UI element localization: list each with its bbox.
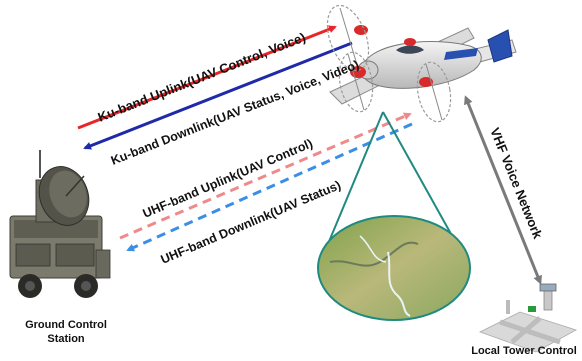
local-tower-control-label: Local Tower Control bbox=[471, 345, 577, 357]
camera-footprint-terrain bbox=[317, 111, 471, 321]
control-tower-icon bbox=[478, 283, 578, 353]
vhf-network-arrow bbox=[464, 95, 542, 285]
ground-control-line2: Station bbox=[47, 333, 85, 345]
ku-uplink-label: Ku-band Uplink(UAV Control, Voice) bbox=[96, 29, 308, 124]
uhf-downlink-arrow bbox=[126, 122, 413, 252]
ku-downlink-arrow bbox=[83, 41, 353, 150]
ku-downlink-label: Ku-band Downlink(UAV Status, Voice, Vide… bbox=[109, 58, 361, 168]
uav-aircraft-icon bbox=[326, 4, 517, 123]
ground-control-station-label: Ground Control Station bbox=[14, 318, 118, 346]
ground-control-line1: Ground Control bbox=[25, 319, 107, 331]
ku-uplink-arrow bbox=[77, 25, 337, 130]
uhf-uplink-arrow bbox=[119, 112, 412, 240]
satellite-dish-truck-icon bbox=[9, 150, 111, 298]
